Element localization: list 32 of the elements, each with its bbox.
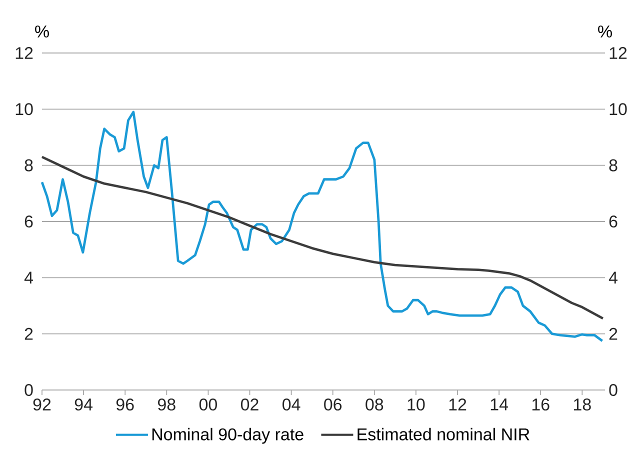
y-tick-label: 2: [24, 328, 33, 340]
x-tick-label: 14: [490, 398, 508, 410]
y-tick-label: 10: [16, 103, 33, 116]
y-tick-label: 8: [24, 159, 33, 172]
y2-tick-label: 10: [610, 103, 627, 116]
y2-tick-label: 6: [609, 215, 618, 228]
x-tick-label: 96: [116, 398, 134, 411]
x-tick-label: 04: [282, 398, 300, 411]
y2-tick-label: 4: [608, 272, 618, 284]
y-tick-label: 4: [24, 272, 33, 284]
y2-tick-label: 2: [609, 328, 618, 340]
x-tick-label: 92: [33, 398, 51, 411]
y-tick-label: 12: [16, 47, 33, 59]
x-tick-label: 02: [240, 398, 258, 411]
y-axis-title: %: [35, 26, 49, 38]
x-tick-label: 08: [366, 398, 384, 411]
x-tick-label: 10: [408, 398, 425, 411]
legend-label: Nominal 90-day rate: [152, 428, 304, 444]
y2-tick-label: 0: [609, 384, 618, 396]
x-tick-label: 00: [199, 398, 217, 411]
x-tick-label: 98: [158, 398, 176, 411]
legend-label: Estimated nominal NIR: [358, 428, 530, 440]
x-tick-label: 94: [74, 398, 92, 411]
y2-tick-label: 8: [609, 159, 618, 172]
x-tick-label: 06: [324, 398, 342, 411]
y-tick-label: 6: [24, 215, 33, 228]
x-tick-label: 18: [574, 398, 591, 411]
x-tick-label: 16: [532, 398, 550, 411]
y2-axis-title: %: [598, 26, 612, 38]
y2-tick-label: 12: [610, 47, 627, 59]
x-tick-label: 12: [449, 398, 466, 410]
y-tick-label: 0: [24, 384, 33, 396]
